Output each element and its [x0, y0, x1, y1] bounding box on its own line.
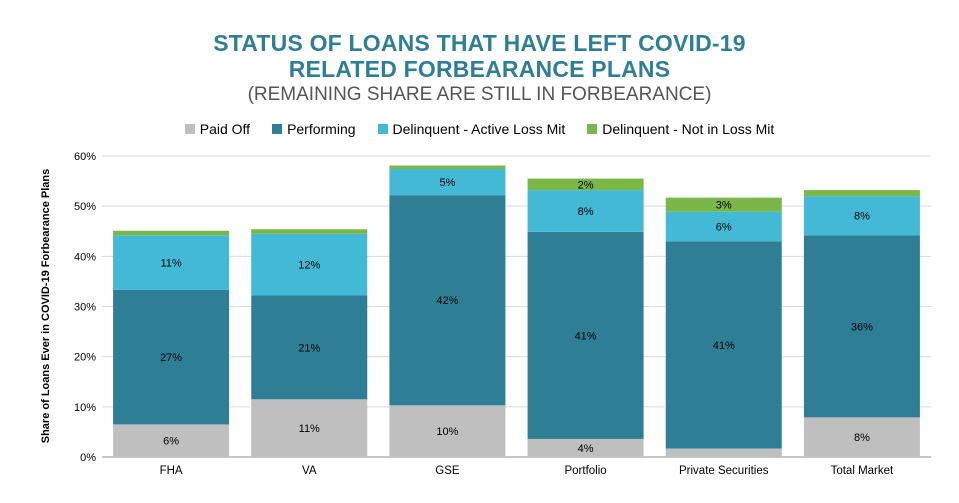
bar-segment [665, 448, 782, 457]
x-tick-label: Private Securities [679, 465, 769, 477]
data-label: 8% [578, 206, 594, 218]
legend-label-delinquent-not-in-loss-mit: Delinquent - Not in Loss Mit [602, 121, 775, 137]
bar-segment [251, 399, 368, 457]
data-label: 5% [439, 177, 455, 189]
bar-segment [251, 229, 368, 234]
data-label: 41% [575, 330, 597, 342]
y-tick-label: 60% [74, 151, 96, 163]
x-tick-label: VA [302, 465, 317, 477]
bar-segment [803, 235, 920, 418]
data-label: 10% [436, 426, 458, 438]
bar-segment [527, 438, 644, 457]
bar-segment [665, 211, 782, 242]
legend-swatch-performing [272, 124, 283, 134]
bar-segment [665, 197, 782, 212]
legend-item-performing: Performing [272, 121, 356, 137]
legend-swatch-delinquent-active [377, 124, 388, 134]
bar-segment [113, 424, 230, 457]
bar-segment [803, 196, 920, 236]
legend-item-delinquent-not-in-loss-mit: Delinquent - Not in Loss Mit [587, 121, 774, 137]
y-tick-label: 20% [74, 352, 96, 364]
y-tick-label: 30% [74, 302, 96, 314]
legend-item-paid-off: Paid Off [184, 121, 251, 137]
x-tick-label: Portfolio [564, 465, 606, 477]
chart-legend: Paid Off Performing Delinquent - Active … [0, 121, 959, 137]
legend-item-delinquent-active: Delinquent - Active Loss Mit [377, 121, 566, 137]
bar-segment [803, 417, 920, 457]
data-label: 4% [578, 443, 594, 455]
data-label: 8% [854, 432, 870, 444]
bar-segment [251, 233, 368, 296]
y-tick-label: 0% [80, 452, 96, 464]
data-label: 41% [713, 340, 735, 352]
chart-title-line-2: RELATED FORBEARANCE PLANS [288, 56, 671, 82]
data-label: 6% [163, 436, 179, 448]
bar-segment [527, 190, 644, 232]
bar-segment [527, 178, 644, 191]
bar-segment [803, 190, 920, 197]
data-label: 11% [299, 423, 320, 435]
legend-swatch-delinquent-not-in-loss-mit [587, 124, 598, 134]
x-tick-label: Total Market [831, 465, 894, 477]
bar-segment [389, 405, 506, 457]
legend-label-delinquent-active: Delinquent - Active Loss Mit [392, 121, 566, 137]
bar-segment [113, 230, 230, 236]
data-label: 3% [716, 200, 732, 212]
data-label: 2% [578, 179, 594, 191]
data-label: 21% [298, 342, 320, 354]
legend-swatch-paid-off [184, 124, 195, 134]
bar-segment [527, 231, 644, 439]
data-label: 12% [298, 260, 320, 272]
y-tick-label: 40% [74, 251, 96, 263]
legend-label-performing: Performing [287, 121, 356, 137]
data-label: 6% [716, 221, 732, 233]
data-label: 42% [436, 295, 458, 307]
y-tick-label: 10% [74, 402, 96, 414]
chart-subtitle: (REMAINING SHARE ARE STILL IN FORBEARANC… [247, 84, 712, 105]
bar-segment [389, 169, 506, 196]
bar-segment [389, 195, 506, 406]
bar-segment [665, 241, 782, 449]
bar-segment [251, 295, 368, 400]
x-tick-label: GSE [435, 465, 460, 477]
data-label: 8% [854, 211, 870, 223]
bar-segment [113, 289, 230, 425]
data-label: 11% [160, 258, 181, 270]
x-tick-label: FHA [160, 465, 183, 477]
bar-segment [113, 235, 230, 290]
data-label: 27% [160, 352, 182, 364]
legend-label-paid-off: Paid Off [199, 121, 251, 137]
bar-segment [389, 165, 506, 170]
data-label: 36% [851, 321, 873, 333]
y-axis-label: Share of Loans Ever in COVID-19 Forbeara… [40, 168, 52, 444]
chart-title-line-1: STATUS OF LOANS THAT HAVE LEFT COVID-19 [213, 30, 746, 56]
y-tick-label: 50% [74, 201, 96, 213]
